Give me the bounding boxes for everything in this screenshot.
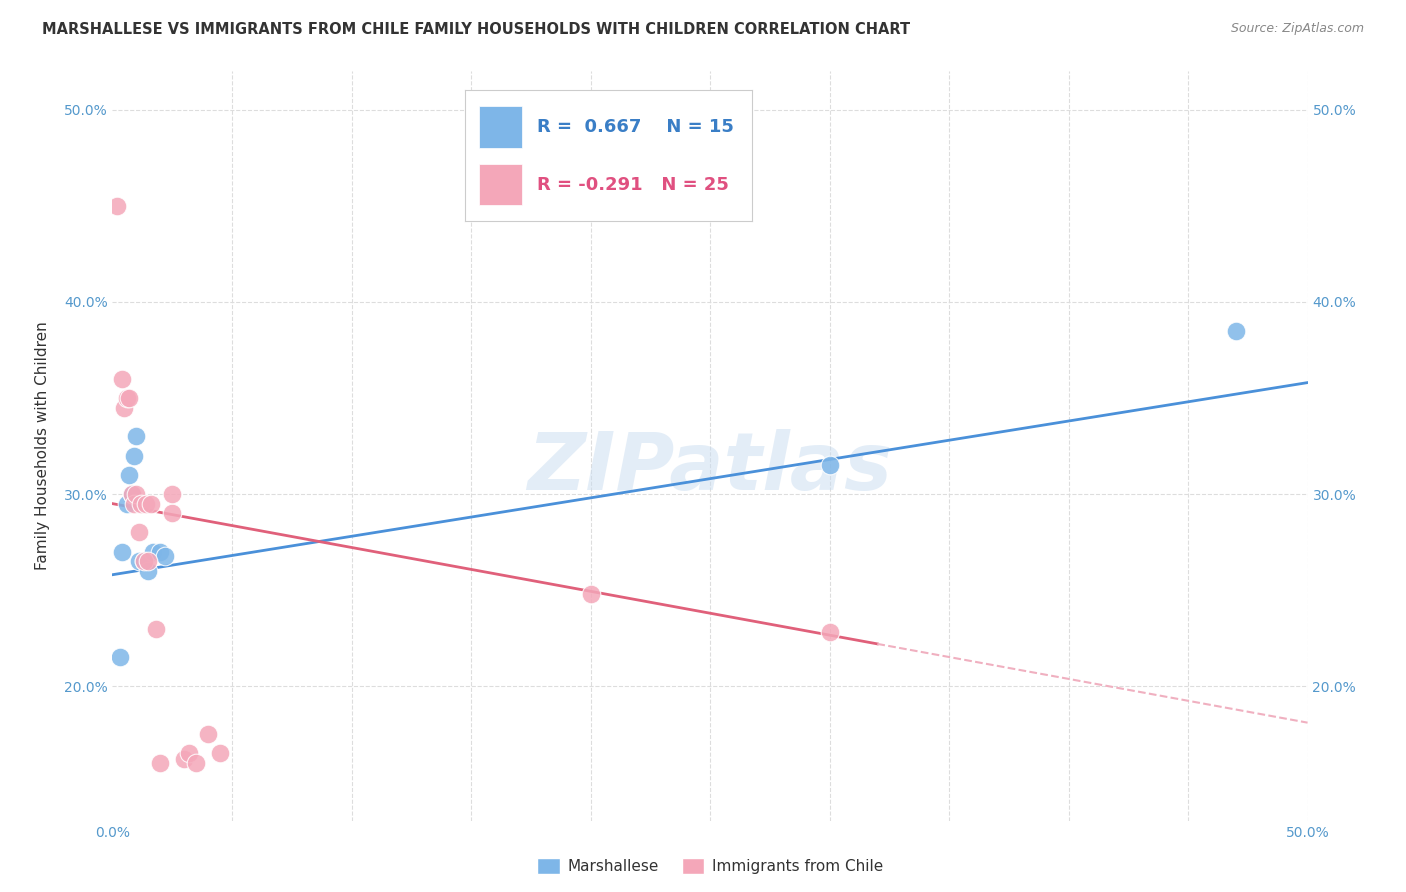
Point [162,487,183,501]
Point [135,497,157,511]
Point [121,487,143,501]
Point [162,506,183,520]
Point [145,622,167,636]
Point [115,497,138,511]
Point [122,497,145,511]
Point [579,587,602,601]
Point [142,544,165,558]
Point [149,544,172,558]
Point [129,497,152,511]
Point [139,497,162,511]
Point [111,372,134,386]
Text: ZIPatlas: ZIPatlas [527,429,893,508]
Point [153,549,176,563]
Point [128,554,150,568]
Point [149,756,172,770]
Point [128,525,150,540]
Text: Source: ZipAtlas.com: Source: ZipAtlas.com [1230,22,1364,36]
Point [118,467,141,482]
Point [121,487,143,501]
Point [818,625,841,640]
Point [105,199,128,213]
Legend: Marshallese, Immigrants from Chile: Marshallese, Immigrants from Chile [530,852,890,880]
Point [197,727,219,741]
Point [114,401,135,415]
Y-axis label: Family Households with Children: Family Households with Children [35,322,51,570]
Point [118,391,141,405]
Point [818,458,841,473]
Point [132,554,155,568]
Point [125,487,148,501]
Point [1225,324,1247,338]
Text: MARSHALLESE VS IMMIGRANTS FROM CHILE FAMILY HOUSEHOLDS WITH CHILDREN CORRELATION: MARSHALLESE VS IMMIGRANTS FROM CHILE FAM… [42,22,910,37]
Point [111,544,134,558]
Point [125,429,148,443]
Point [115,391,138,405]
Point [138,554,160,568]
Point [108,650,131,665]
Point [173,752,195,766]
Point [122,449,145,463]
Point [186,756,208,770]
Point [132,554,155,568]
Point [209,747,232,761]
Point [177,747,200,761]
Point [138,564,160,578]
